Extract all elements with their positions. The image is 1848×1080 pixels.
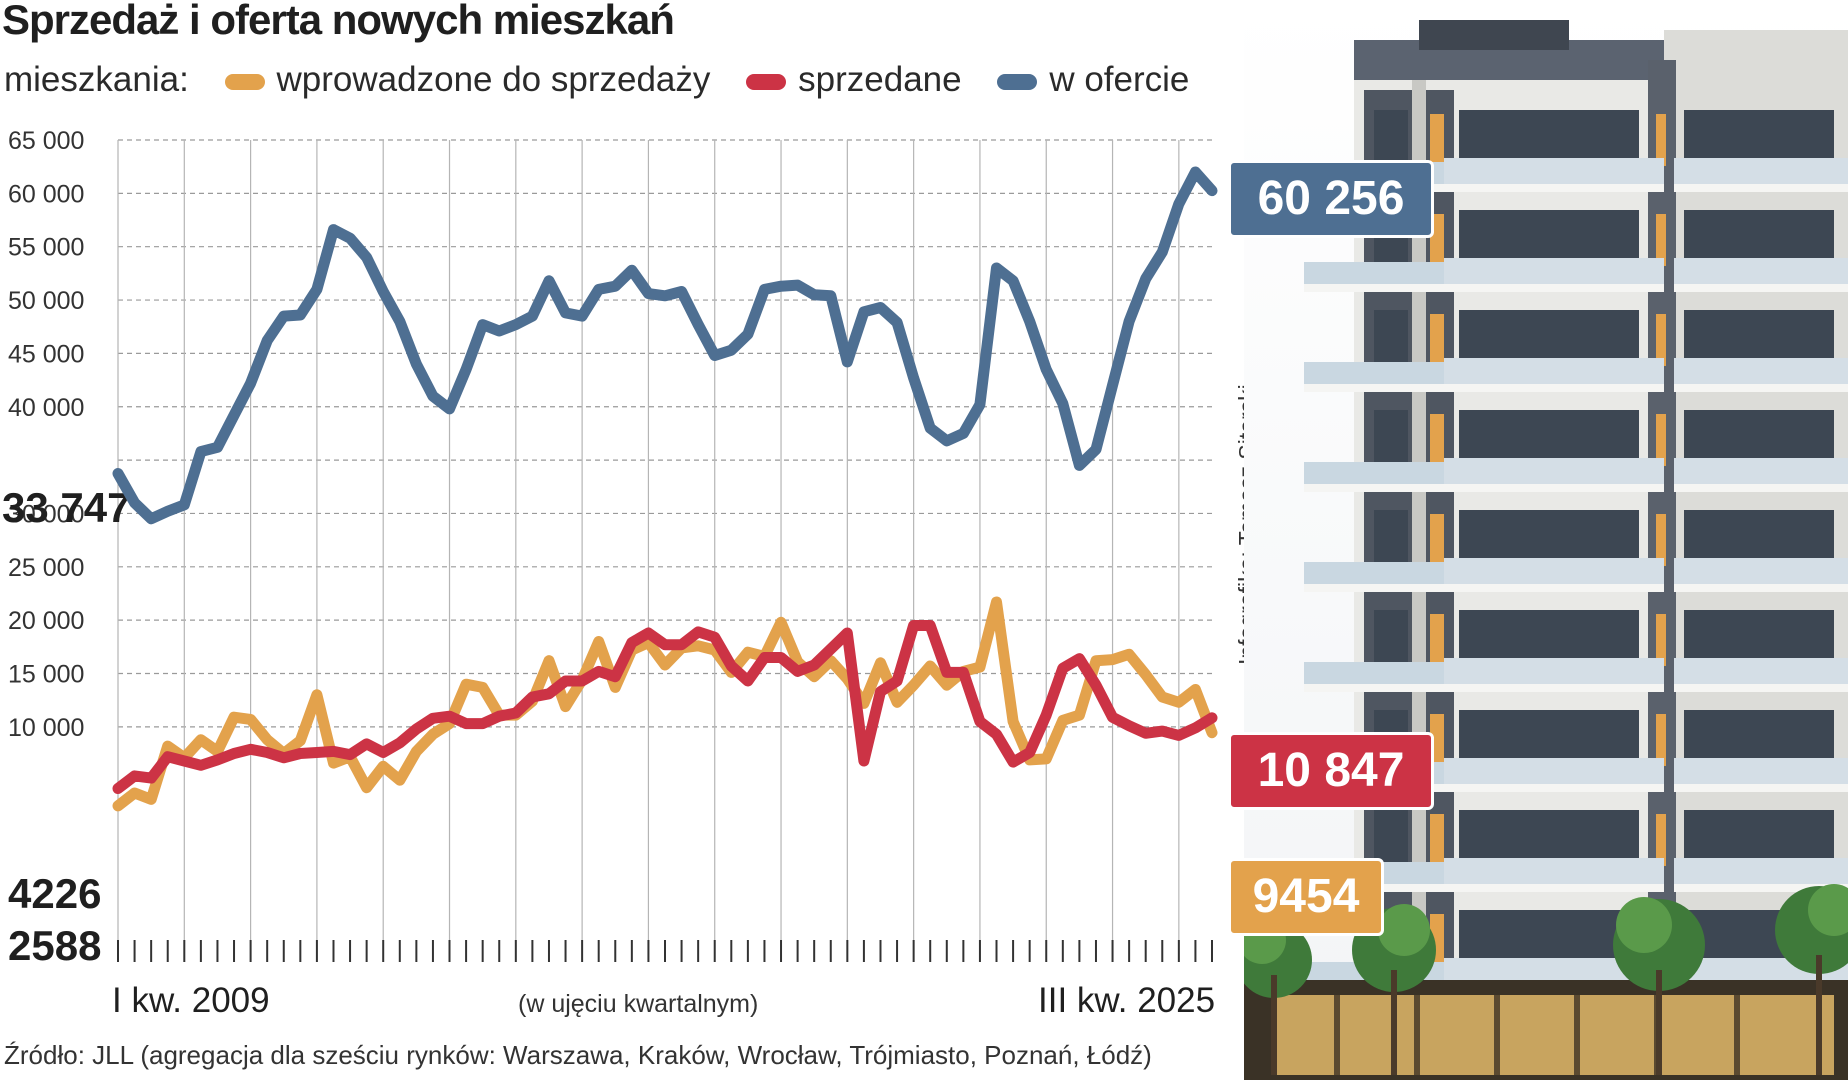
window: [1374, 510, 1408, 570]
slab: [1674, 784, 1848, 792]
balcony: [1444, 558, 1664, 584]
apartment-building-image: [1244, 0, 1848, 1080]
legend-label-offer: w ofercie: [1049, 60, 1190, 99]
window-light: [1430, 514, 1444, 566]
balcony: [1444, 758, 1664, 784]
balcony: [1674, 158, 1848, 184]
balcony: [1674, 658, 1848, 684]
slab: [1674, 684, 1848, 692]
balcony: [1304, 262, 1444, 284]
slab: [1674, 384, 1848, 392]
slab: [1674, 184, 1848, 192]
window: [1374, 610, 1408, 670]
slab: [1304, 384, 1444, 392]
end-value-badge: 10 847: [1228, 732, 1434, 810]
balcony: [1674, 358, 1848, 384]
x-axis-note: (w ujęciu kwartalnym): [518, 990, 758, 1018]
slab: [1304, 584, 1444, 592]
slab: [1444, 684, 1664, 692]
y-tick-label: 30 000: [8, 500, 84, 528]
balcony: [1304, 662, 1444, 684]
slab: [1674, 584, 1848, 592]
window-light: [1656, 814, 1666, 866]
window-light: [1656, 414, 1666, 466]
window-light: [1430, 614, 1444, 666]
x-end-label: III kw. 2025: [1038, 981, 1215, 1020]
start-value-offer: 33 747: [2, 484, 130, 531]
x-start-label: I kw. 2009: [112, 981, 270, 1020]
slab: [1674, 284, 1848, 292]
y-tick-label: 45 000: [8, 340, 84, 368]
y-tick-label: 10 000: [8, 714, 84, 742]
series-line: [112, 166, 1218, 525]
line-chart: 10 000 15 000 20 000 25 000 30 000 40 000 45 0…: [2, 127, 1218, 1020]
y-tick-label: 55 000: [8, 234, 84, 262]
balcony: [1444, 458, 1664, 484]
window: [1374, 410, 1408, 470]
y-tick-label: 40 000: [8, 394, 84, 422]
balcony: [1674, 558, 1848, 584]
window-light: [1656, 514, 1666, 566]
legend-swatch-sold: [746, 73, 787, 90]
source-note: Źródło: JLL (agregacja dla sześciu rynkó…: [4, 1040, 1152, 1070]
end-value-badge: 60 256: [1228, 160, 1434, 238]
legend: mieszkania: wprowadzone do sprzedaży spr…: [4, 60, 1189, 100]
legend-label-sold: sprzedane: [798, 60, 962, 99]
slab: [1674, 484, 1848, 492]
balcony: [1304, 462, 1444, 484]
series-line: [112, 620, 1218, 794]
slab: [1444, 884, 1664, 892]
slab: [1444, 584, 1664, 592]
balcony: [1304, 362, 1444, 384]
balcony: [1444, 858, 1664, 884]
y-tick-label: 25 000: [8, 554, 84, 582]
slab: [1304, 484, 1444, 492]
slab: [1444, 284, 1664, 292]
slab: [1304, 284, 1444, 292]
window-light: [1656, 614, 1666, 666]
chart-title: Sprzedaż i oferta nowych mieszkań: [2, 0, 675, 43]
balcony: [1674, 458, 1848, 484]
balcony: [1444, 158, 1664, 184]
y-tick-label: 50 000: [8, 287, 84, 315]
legend-swatch-introduced: [224, 73, 265, 90]
start-value-sold: 4226: [8, 870, 101, 917]
start-value-introduced: 2588: [8, 922, 101, 969]
window-light: [1430, 314, 1444, 366]
slab: [1444, 784, 1664, 792]
window-light: [1656, 114, 1666, 166]
end-value-badge: 9454: [1228, 858, 1384, 936]
window-light: [1430, 114, 1444, 166]
legend-label-introduced: wprowadzone do sprzedaży: [276, 60, 711, 99]
y-tick-label: 20 000: [8, 607, 84, 635]
balcony: [1674, 258, 1848, 284]
y-tick-label: 60 000: [8, 180, 84, 208]
window-light: [1656, 314, 1666, 366]
balcony: [1444, 258, 1664, 284]
legend-swatch-offer: [997, 73, 1038, 90]
window-light: [1430, 814, 1444, 866]
slab: [1444, 184, 1664, 192]
slab: [1444, 484, 1664, 492]
series-line: [112, 596, 1218, 812]
balcony: [1304, 562, 1444, 584]
balcony: [1674, 758, 1848, 784]
balcony: [1444, 658, 1664, 684]
window: [1374, 310, 1408, 370]
slab: [1304, 684, 1444, 692]
window-light: [1656, 214, 1666, 266]
slab: [1674, 884, 1848, 892]
window-light: [1656, 714, 1666, 766]
y-tick-label: 15 000: [8, 661, 84, 689]
window-light: [1430, 414, 1444, 466]
balcony: [1674, 858, 1848, 884]
slab: [1444, 384, 1664, 392]
legend-prefix: mieszkania:: [4, 60, 189, 99]
balcony: [1444, 358, 1664, 384]
y-tick-label: 65 000: [8, 127, 84, 155]
